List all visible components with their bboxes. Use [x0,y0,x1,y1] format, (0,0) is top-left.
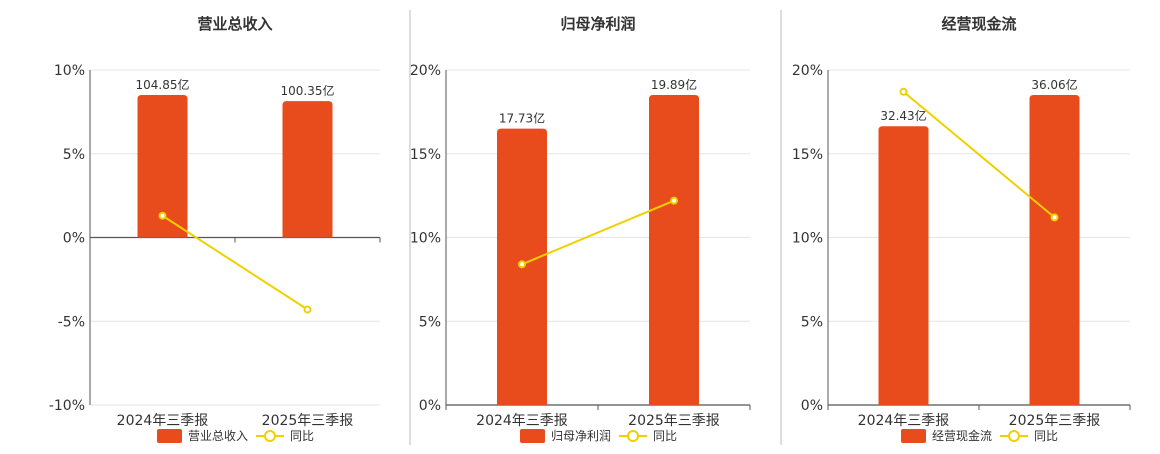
chart-1-line-series [161,214,309,311]
chart-1-y-tick-label: 10% [54,63,85,79]
chart-1-y-tick-label: -10% [49,398,85,414]
chart-2-title: 归母净利润 [560,15,635,33]
chart-1-y-tick-label: 0% [63,231,85,247]
chart-1-x-tick-label-2: 2025年三季报 [262,413,354,429]
chart-3-bar-2 [1029,95,1080,405]
chart-1-bar-label-1: 104.85亿 [136,77,190,92]
chart-1-legend-line-label: 同比 [290,429,314,443]
chart-2-y-tick-label: 20% [410,63,441,79]
chart-1-legend-bar-label: 营业总收入 [188,429,248,443]
chart-3-x-tick-label-2: 2025年三季报 [1009,413,1101,429]
chart-2-line-point-1 [518,260,526,269]
chart-2-line-series [521,199,675,266]
chart-1-y-tick-label: -5% [58,314,85,330]
chart-3-title: 经营现金流 [941,15,1016,33]
chart-3-bar-label-2: 36.06亿 [1031,77,1077,92]
chart-1-bar-1 [137,95,188,238]
chart-1-y-tick-label: 5% [63,147,85,163]
chart-2-y-tick-label: 10% [410,231,441,247]
chart-2-y-tick-label: 15% [410,147,441,163]
chart-3-legend-line-label: 同比 [1034,429,1058,443]
chart-1-line-point-1 [158,211,167,220]
chart-3-y-tick-label: 5% [801,314,823,330]
chart-1-legend-bar-swatch [157,429,182,443]
chart-3-y-tick-label: 20% [792,63,823,79]
chart-2-bar-label-2: 19.89亿 [651,77,697,92]
chart-2-legend-line-label: 同比 [653,429,677,443]
chart-2-legend-bar-swatch [520,429,545,443]
chart-3-line-series [902,91,1056,219]
chart-1-line-point-2 [303,305,312,314]
chart-3-legend-bar-label: 经营现金流 [932,428,992,443]
chart-3-line-point-2 [1050,213,1059,222]
chart-2-y-tick-label: 5% [419,314,441,330]
chart-2-legend-line-marker [627,430,639,442]
chart-2-legend-bar-label: 归母净利润 [551,429,611,443]
chart-2-y-tick-label: 0% [419,398,441,414]
chart-3-legend-bar-swatch [901,429,926,443]
chart-3-x-tick-label-1: 2024年三季报 [858,413,950,429]
chart-3-bar-1 [878,126,929,405]
chart-1-bar-2 [282,101,333,238]
chart-3-legend-line-marker [1008,430,1020,442]
chart-2-x-tick-label-2: 2025年三季报 [628,413,720,429]
chart-1-legend-line-marker [264,430,276,442]
chart-3-bar-label-1: 32.43亿 [880,108,926,123]
chart-3-y-tick-label: 15% [792,147,823,163]
chart-1-title: 营业总收入 [197,15,272,33]
chart-2-x-tick-label-1: 2024年三季报 [476,413,568,429]
chart-3-y-tick-label: 10% [792,231,823,247]
chart-3-line-point-1 [899,87,908,96]
chart-1-bar-label-2: 100.35亿 [281,83,335,98]
chart-1-x-tick-label-1: 2024年三季报 [117,413,209,429]
chart-2-bar-2 [649,95,699,405]
chart-2-bar-label-1: 17.73亿 [499,111,545,126]
chart-2-line-point-2 [670,196,678,205]
chart-3-y-tick-label: 0% [801,398,823,414]
